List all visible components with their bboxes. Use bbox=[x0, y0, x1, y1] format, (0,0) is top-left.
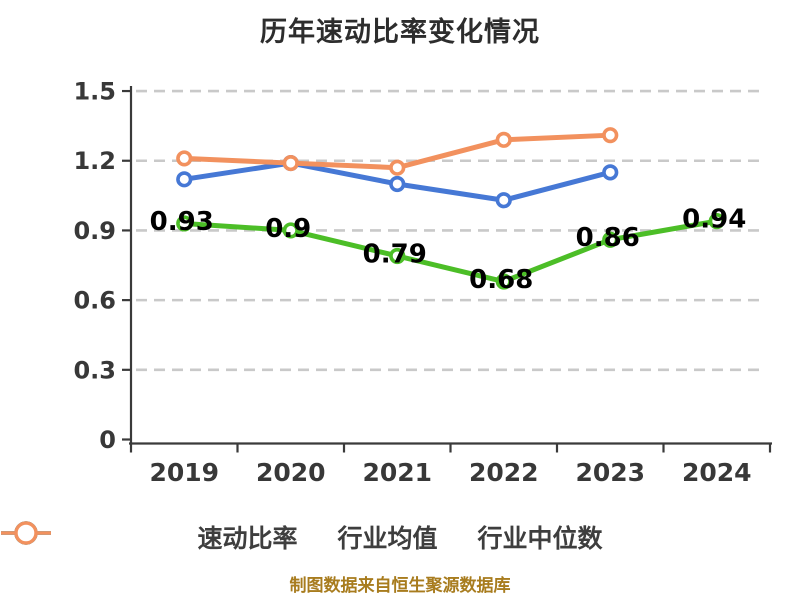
y-tick-label: 0.6 bbox=[73, 287, 116, 315]
legend-label: 行业均值 bbox=[337, 524, 438, 553]
legend-label: 速动比率 bbox=[197, 524, 298, 553]
data-point-label: 0.9 bbox=[265, 214, 311, 244]
data-point bbox=[708, 213, 725, 230]
chart-legend: 速动比率 行业均值 行业中位数 bbox=[0, 519, 800, 555]
data-point bbox=[495, 273, 512, 290]
x-tick-label: 2024 bbox=[682, 458, 752, 487]
x-tick-label: 2022 bbox=[469, 458, 539, 487]
data-point-label: 0.94 bbox=[682, 205, 746, 235]
legend-item-1: 行业均值 bbox=[1, 519, 438, 555]
data-point bbox=[176, 150, 193, 167]
data-point bbox=[282, 154, 299, 172]
data-point-label: 0.79 bbox=[363, 239, 427, 269]
data-point-label: 0.93 bbox=[150, 207, 214, 237]
legend-item-0: 速动比率 bbox=[1, 519, 298, 555]
legend-marker-icon bbox=[1, 521, 51, 545]
data-point bbox=[176, 215, 193, 232]
data-point-label: 0.86 bbox=[576, 223, 640, 253]
y-tick-label: 0.9 bbox=[73, 217, 116, 245]
x-tick-label: 2023 bbox=[575, 458, 645, 487]
series-line-0 bbox=[181, 218, 720, 285]
x-tick-label: 2020 bbox=[256, 458, 326, 487]
data-point bbox=[602, 127, 619, 144]
data-point bbox=[389, 175, 406, 193]
x-tick-label: 2021 bbox=[362, 458, 432, 487]
data-point-label: 0.68 bbox=[469, 265, 533, 295]
data-point bbox=[389, 159, 406, 176]
data-point bbox=[602, 231, 619, 248]
legend-label: 行业中位数 bbox=[477, 524, 603, 553]
data-point bbox=[389, 247, 406, 265]
data-point bbox=[176, 171, 193, 188]
y-tick-label: 0.3 bbox=[73, 356, 116, 384]
data-point bbox=[495, 192, 512, 209]
y-tick-label: 1.5 bbox=[73, 78, 116, 106]
data-point bbox=[282, 222, 299, 239]
chart-title: 历年速动比率变化情况 bbox=[260, 17, 540, 48]
chart-source-note: 制图数据来自恒生聚源数据库 bbox=[289, 576, 511, 596]
y-tick-label: 1.2 bbox=[73, 147, 116, 175]
data-point bbox=[495, 131, 512, 148]
data-point bbox=[602, 164, 619, 181]
legend-item-2: 行业中位数 bbox=[1, 519, 603, 555]
y-tick-label: 0 bbox=[99, 426, 116, 454]
x-tick-label: 2019 bbox=[149, 458, 219, 487]
line-chart-plot-area: 0 0.3 0.6 0.9 1.2 1.5 2019 2020 2021 2022 2023 2024… bbox=[73, 78, 772, 487]
